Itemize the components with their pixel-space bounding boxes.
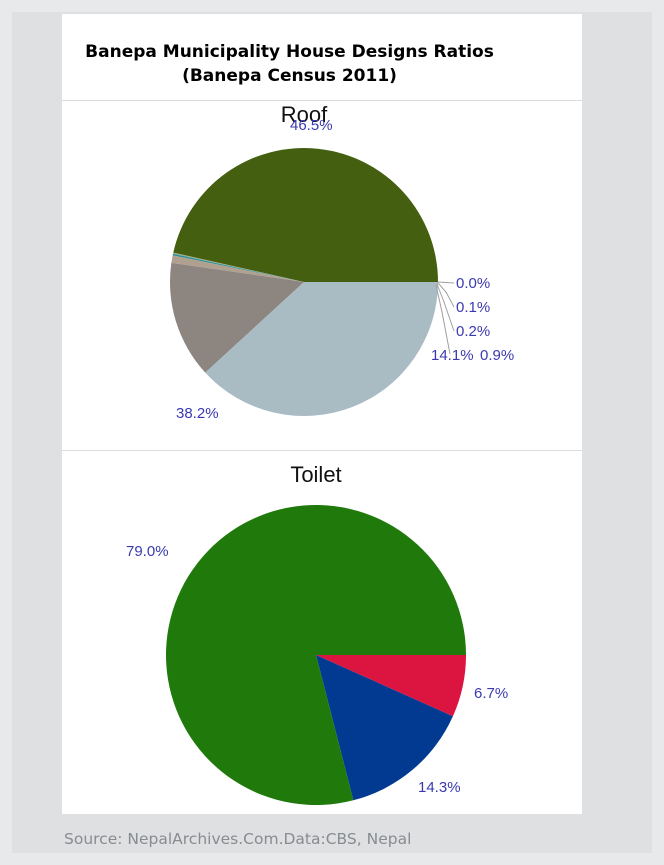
- roof-slice-label-6: 38.2%: [176, 405, 219, 422]
- separator-middle: [62, 450, 582, 451]
- roof-slice-label-0: 46.5%: [290, 117, 333, 134]
- toilet-pie-chart: Toilet 6.7% 14.3% 79.0%: [126, 462, 508, 805]
- toilet-slice-1: [316, 655, 453, 801]
- roof-slice-label-4: 0.9%: [480, 347, 514, 364]
- figure-title-line-2: (Banepa Census 2011): [182, 66, 397, 86]
- toilet-slice-label-0: 6.7%: [474, 685, 508, 702]
- toilet-slice-label-2: 79.0%: [126, 543, 169, 560]
- roof-slice-3: [172, 253, 304, 282]
- toilet-chart-title: Toilet: [290, 462, 341, 487]
- roof-pie-chart: Roof 46.5% 0.0% 0.1% 0.2% 0.9% 14.1% 38.2%: [170, 102, 514, 422]
- toilet-slice-0: [316, 655, 466, 717]
- roof-slice-0: [173, 148, 438, 282]
- roof-slice-2: [173, 252, 304, 282]
- figure-title: Banepa Municipality House Designs Ratios…: [62, 40, 517, 88]
- roof-leader-line-1: [437, 281, 455, 284]
- roof-slice-5: [170, 262, 304, 373]
- roof-slice-label-1: 0.0%: [456, 275, 490, 292]
- roof-slice-4: [171, 255, 304, 282]
- toilet-slice-label-1: 14.3%: [418, 779, 461, 796]
- figure-title-line-1: Banepa Municipality House Designs Ratios: [85, 42, 494, 62]
- separator-top: [62, 100, 582, 101]
- roof-leader-line-2: [437, 282, 455, 308]
- toilet-slice-2: [166, 505, 466, 805]
- roof-chart-title: Roof: [281, 102, 328, 127]
- roof-slice-label-5: 14.1%: [431, 347, 474, 364]
- source-caption: Source: NepalArchives.Com.Data:CBS, Nepa…: [64, 830, 412, 848]
- roof-slice-label-3: 0.2%: [456, 323, 490, 340]
- roof-leader-line-3: [436, 283, 455, 332]
- roof-leader-line-4: [435, 284, 451, 355]
- roof-slice-6: [205, 282, 438, 416]
- roof-slice-1: [173, 252, 304, 282]
- roof-slice-label-2: 0.1%: [456, 299, 490, 316]
